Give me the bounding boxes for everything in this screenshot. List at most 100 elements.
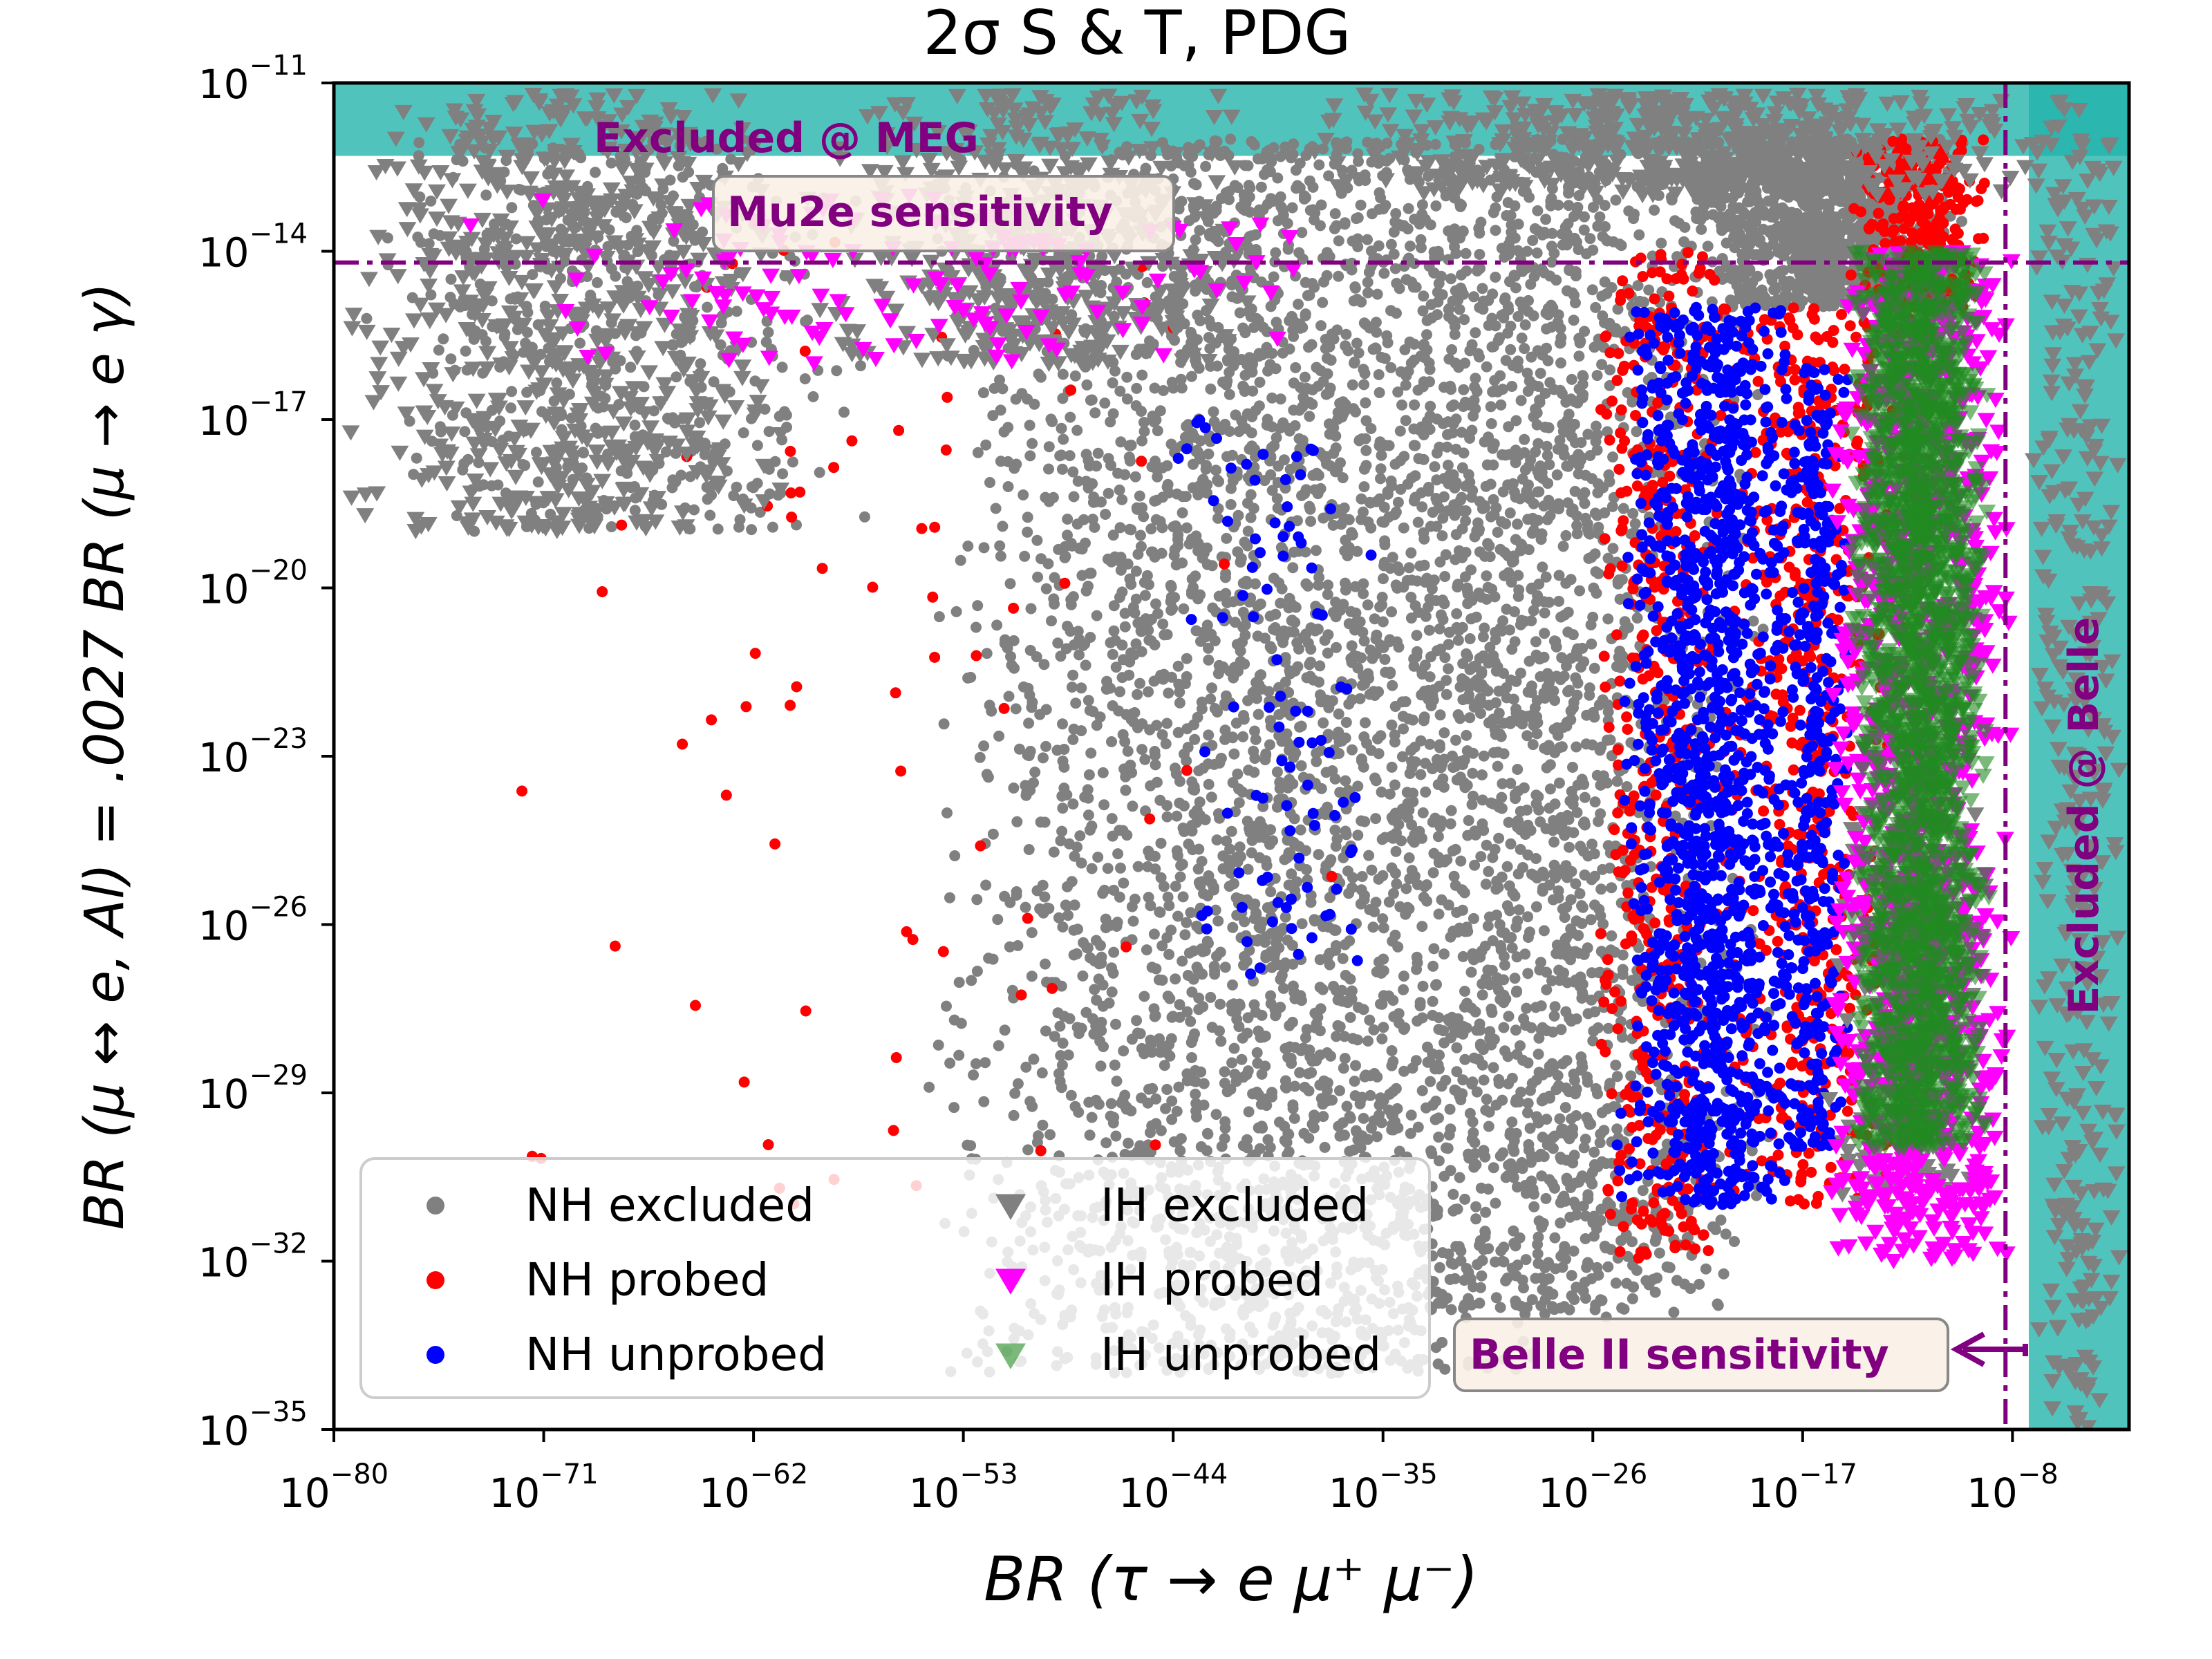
data-point xyxy=(1172,910,1183,922)
data-point xyxy=(1337,396,1349,408)
data-point xyxy=(1291,637,1303,648)
data-point xyxy=(1051,744,1063,756)
data-point xyxy=(1615,1235,1627,1246)
data-point xyxy=(1161,460,1173,471)
data-point xyxy=(1358,1004,1369,1015)
data-point xyxy=(574,337,585,349)
data-point xyxy=(1018,489,1029,500)
data-point xyxy=(1347,379,1358,391)
data-point xyxy=(1206,682,1217,694)
data-point xyxy=(1065,411,1076,423)
data-point xyxy=(1245,489,1257,500)
data-point xyxy=(1252,600,1264,612)
data-point xyxy=(1431,474,1443,486)
data-point xyxy=(1225,133,1237,145)
data-point xyxy=(1110,662,1122,673)
data-point xyxy=(1249,725,1260,737)
data-point xyxy=(1378,516,1390,528)
data-point xyxy=(1026,927,1038,939)
data-point xyxy=(1456,552,1468,563)
data-point xyxy=(1069,639,1080,650)
data-point xyxy=(1295,824,1306,836)
data-point xyxy=(1358,481,1370,493)
data-point xyxy=(1130,348,1142,360)
data-point xyxy=(1194,796,1206,808)
data-point xyxy=(1154,516,1166,527)
data-point xyxy=(1573,350,1585,362)
data-point xyxy=(1390,845,1402,857)
data-point xyxy=(539,300,551,312)
data-point xyxy=(1275,597,1286,609)
data-point xyxy=(1219,962,1231,973)
data-point xyxy=(1419,659,1431,671)
data-point xyxy=(1340,340,1351,352)
data-point xyxy=(1034,709,1046,720)
data-point xyxy=(1335,457,1346,469)
data-point xyxy=(1478,750,1490,762)
data-point xyxy=(1355,1142,1367,1154)
data-point xyxy=(1386,1045,1398,1056)
data-point xyxy=(1067,466,1079,478)
data-point xyxy=(1578,1142,1590,1154)
data-point xyxy=(1129,707,1141,718)
data-point xyxy=(1257,321,1269,333)
data-point xyxy=(980,1057,991,1069)
data-point xyxy=(1022,1144,1034,1156)
data-point xyxy=(1409,399,1421,411)
data-point xyxy=(415,236,427,248)
data-point xyxy=(1360,415,1372,427)
data-point xyxy=(1069,1100,1081,1112)
data-point xyxy=(1332,1020,1344,1031)
data-point xyxy=(971,894,983,906)
data-point xyxy=(1398,971,1409,982)
data-point xyxy=(1405,547,1417,559)
data-point xyxy=(1374,387,1385,398)
data-point xyxy=(1091,610,1103,621)
data-point xyxy=(1310,545,1322,556)
data-point xyxy=(1081,379,1093,391)
data-point xyxy=(1559,1102,1571,1114)
data-point xyxy=(955,1018,967,1029)
data-point xyxy=(1040,740,1051,752)
data-point xyxy=(1163,687,1174,699)
data-point xyxy=(1253,400,1265,412)
data-point xyxy=(1350,1060,1361,1071)
data-point xyxy=(1266,392,1278,404)
data-point xyxy=(1080,659,1091,671)
data-point xyxy=(1318,717,1329,729)
data-point xyxy=(1339,1130,1350,1141)
data-point xyxy=(1405,1109,1417,1121)
data-point xyxy=(1029,767,1041,778)
data-point xyxy=(1131,1015,1143,1027)
data-point xyxy=(1146,461,1158,473)
data-point xyxy=(527,269,538,281)
data-point xyxy=(1201,460,1212,471)
data-point xyxy=(1322,579,1334,591)
data-point xyxy=(1040,491,1051,503)
data-point xyxy=(1432,1358,1444,1370)
data-point xyxy=(531,447,542,458)
data-point xyxy=(1415,769,1427,780)
data-point xyxy=(1386,1124,1398,1136)
data-point xyxy=(1294,182,1306,194)
data-point xyxy=(1385,362,1397,373)
data-point xyxy=(1440,549,1452,561)
data-point xyxy=(1450,443,1462,455)
data-point xyxy=(1248,745,1259,757)
data-point xyxy=(1237,636,1248,648)
data-point xyxy=(807,391,819,402)
data-point xyxy=(1349,581,1361,592)
data-point xyxy=(1255,1098,1267,1110)
data-point xyxy=(1376,786,1387,798)
data-point xyxy=(1480,1206,1492,1218)
data-point xyxy=(1389,929,1401,941)
data-point xyxy=(1136,406,1147,417)
data-point xyxy=(1132,861,1144,872)
data-point xyxy=(1602,1261,1614,1273)
data-point xyxy=(1389,263,1401,274)
data-point xyxy=(1664,1262,1676,1273)
data-point xyxy=(1521,1002,1533,1014)
data-point xyxy=(1008,782,1020,794)
data-point xyxy=(1549,1001,1561,1013)
data-point xyxy=(1390,208,1402,219)
